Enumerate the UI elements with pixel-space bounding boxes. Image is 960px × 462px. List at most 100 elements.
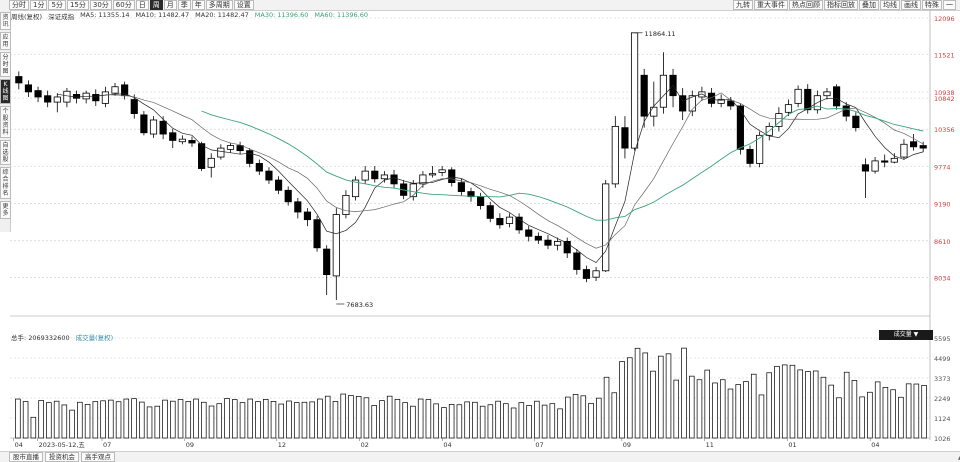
volume-bar (836, 397, 842, 439)
candle-body (881, 160, 889, 163)
period-tab[interactable]: 月 (163, 0, 177, 10)
volume-bar (77, 401, 83, 439)
period-tab[interactable]: 季 (177, 0, 191, 10)
sidebar-item[interactable]: 应用 (0, 32, 11, 50)
candle-body (582, 269, 591, 279)
toolbar-tool-button[interactable]: 指标回放 (824, 0, 858, 10)
volume-bar (596, 397, 602, 439)
volume-bar (704, 369, 710, 439)
volume-bar (719, 379, 726, 439)
volume-bar (867, 391, 873, 439)
volume-bar (108, 399, 114, 439)
sidebar-item[interactable]: 自选股 (0, 140, 11, 165)
sidebar-item[interactable]: 更多 (0, 201, 11, 219)
candle-body (140, 114, 148, 134)
candle-body (419, 174, 427, 185)
volume-subtitle[interactable]: 成交量(复权) (75, 334, 114, 342)
volume-bar (38, 400, 44, 439)
period-tab[interactable]: 5分 (48, 0, 66, 10)
chart-mode-label[interactable]: 周线(复权) (11, 13, 43, 21)
sidebar-item[interactable]: 个股资料 (0, 106, 11, 138)
volume-bar (874, 381, 881, 439)
candle-body (515, 216, 523, 231)
candle-body (852, 115, 860, 129)
candle-body (178, 138, 186, 143)
volume-bar (363, 397, 370, 439)
candle-body (909, 141, 918, 148)
volume-bar (154, 405, 161, 439)
bottom-bar-collapse[interactable]: ▲ (958, 453, 960, 461)
period-tab[interactable]: 设置 (233, 0, 254, 10)
volume-bar (735, 384, 741, 439)
candle-body (226, 145, 235, 150)
volume-bar (293, 402, 300, 439)
time-axis-label: 07 (535, 441, 543, 449)
volume-bar (448, 404, 455, 439)
volume-bar (309, 401, 315, 439)
sidebar-item[interactable]: 综合排名 (0, 167, 11, 199)
toolbar-tool-button[interactable]: 画线 (901, 0, 921, 10)
candle-body (294, 201, 302, 213)
price-legend: 周线(复权) 深证成指 MA5: 11355.14 MA10: 11482.47… (11, 11, 368, 21)
candle-body (756, 134, 764, 164)
toolbar-tool-button[interactable]: 热点回顾 (789, 0, 823, 10)
volume-bar (650, 370, 656, 439)
volume-bar (371, 405, 377, 439)
period-tab[interactable]: 1分 (30, 0, 48, 10)
ma30-value: MA30: 11396.60 (254, 11, 309, 19)
candle-body (217, 147, 225, 158)
time-axis-label: 04 (443, 441, 451, 449)
candle-body (467, 191, 475, 198)
period-selector: 分时 1分 5分 15分 30分 60分日周月季年多周期 设置 (0, 0, 254, 10)
toolbar-tool-button[interactable]: 均线 (880, 0, 900, 10)
candle-body (428, 173, 437, 176)
period-tab[interactable]: 年 (191, 0, 205, 10)
volume-bar (386, 395, 393, 439)
candle-body (101, 91, 109, 104)
ma60-value: MA60: 11396.60 (314, 11, 368, 19)
price-axis-label: 11521 (934, 52, 955, 60)
toolbar-tool-button[interactable]: 九转 (733, 0, 753, 10)
volume-bar (766, 372, 772, 439)
volume-bar (781, 364, 788, 439)
volume-axis-label: 4499 (934, 355, 951, 363)
period-tab[interactable]: 分时 (9, 0, 29, 10)
toolbar-tool-button[interactable]: 特殊 (922, 0, 942, 10)
toolbar-tool-button[interactable]: 叠加 (859, 0, 879, 10)
period-tab[interactable]: 60分 (112, 0, 135, 10)
volume-bar (139, 401, 145, 439)
volume-bar (588, 402, 594, 439)
volume-bar (30, 416, 37, 439)
candle-body (361, 170, 369, 181)
candle-body (246, 150, 254, 164)
volume-bar (239, 402, 246, 439)
volume-bar (232, 399, 238, 439)
sidebar-item[interactable]: 分时图 (0, 52, 11, 77)
volume-bar (100, 400, 106, 439)
period-tab[interactable]: 15分 (66, 0, 89, 10)
toolbar-tool-button[interactable]: 一 (943, 0, 956, 10)
volume-bar (15, 398, 21, 439)
candle-body (736, 105, 744, 150)
candle-body (505, 216, 514, 224)
toolbar-right-buttons: 九转 重大事件 热点回顾 指标回放 叠加 均线 画线 特殊一 (733, 0, 956, 10)
toolbar-tool-button[interactable]: 重大事件 (754, 0, 788, 10)
period-tab[interactable]: 30分 (89, 0, 112, 10)
price-axis-label: 8034 (934, 275, 951, 283)
volume-bar (673, 379, 680, 439)
period-tab[interactable]: 周 (149, 0, 163, 10)
sidebar-item[interactable]: K线图 (0, 79, 11, 104)
ma10-line (105, 92, 924, 249)
candle-body (544, 239, 552, 246)
sidebar-item[interactable]: 资讯 (0, 12, 11, 30)
volume-bar (495, 400, 501, 439)
volume-bar (46, 402, 52, 439)
volume-bar (812, 370, 819, 439)
volume-indicator-select[interactable]: 成交量 ▼ (879, 330, 933, 340)
high-annotation: 11864.11 (645, 30, 676, 38)
candle-body (53, 96, 61, 103)
period-tab[interactable]: 多周期 (205, 0, 233, 10)
volume-bar (905, 383, 912, 439)
period-tab[interactable]: 日 (135, 0, 149, 10)
